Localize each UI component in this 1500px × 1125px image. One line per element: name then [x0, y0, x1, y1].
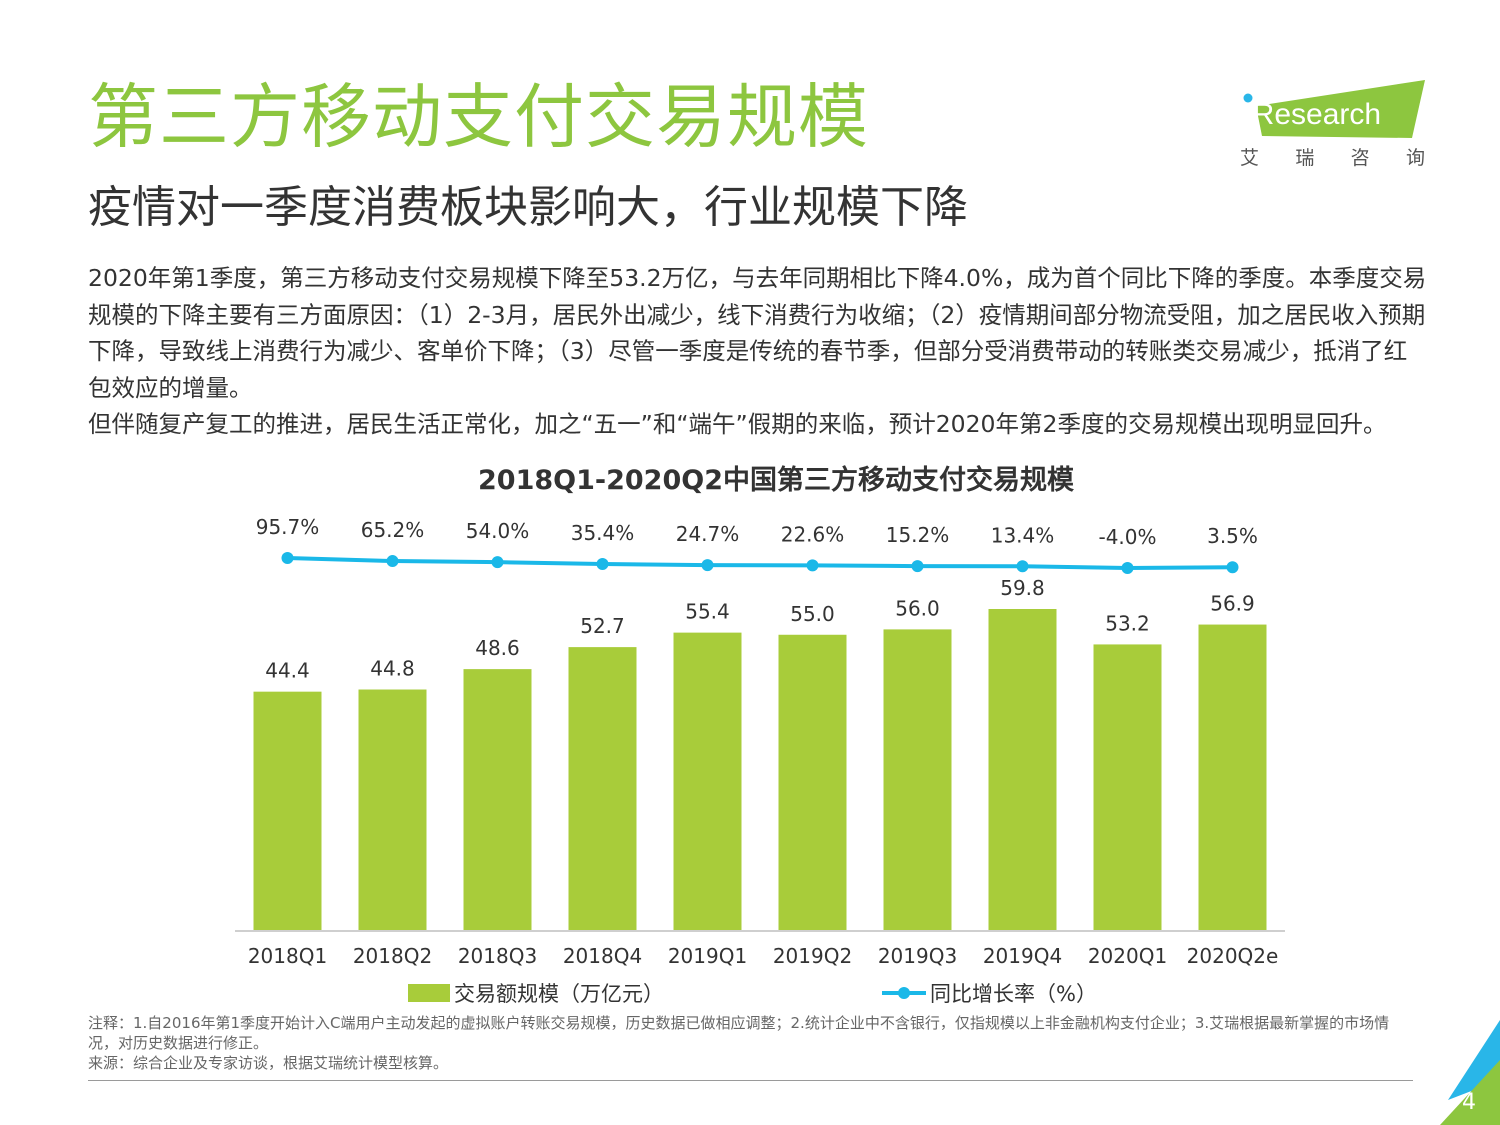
- corner-green-shape: [1440, 1060, 1500, 1125]
- growth-point-2019Q1: [701, 559, 714, 572]
- iresearch-logo: iResearch 艾 瑞 咨 询: [1240, 80, 1425, 169]
- growth-value-label: 35.4%: [571, 521, 635, 545]
- growth-value-label: -4.0%: [1098, 525, 1156, 549]
- growth-value-label: 65.2%: [361, 518, 425, 542]
- bar-value-label: 44.8: [370, 657, 415, 681]
- paragraph-2: 但伴随复产复工的推进，居民生活正常化，加之“五一”和“端午”假期的来临，预计20…: [88, 410, 1387, 438]
- growth-value-label: 15.2%: [886, 523, 950, 547]
- growth-point-2018Q2: [386, 555, 399, 568]
- growth-point-2020Q2e: [1226, 561, 1239, 574]
- chart-title: 2018Q1-2020Q2中国第三方移动支付交易规模: [478, 465, 1074, 496]
- growth-point-2018Q1: [281, 552, 294, 564]
- bar-2020Q1: [1093, 644, 1162, 930]
- growth-value-label: 54.0%: [466, 519, 530, 543]
- footnote-text: 注释：1.自2016年第1季度开始计入C端用户主动发起的虚拟账户转账交易规模，历…: [88, 1014, 1390, 1052]
- x-tick-label: 2020Q1: [1088, 944, 1167, 968]
- bar-value-label: 53.2: [1105, 611, 1150, 635]
- growth-value-label: 24.7%: [676, 522, 740, 546]
- growth-rate-line: [287, 556, 1233, 571]
- bar-2019Q4: [988, 609, 1057, 930]
- bar-2019Q3: [883, 629, 952, 930]
- bar-2018Q3: [463, 669, 532, 930]
- growth-point-2019Q3: [911, 560, 924, 573]
- x-tick-label: 2020Q2e: [1187, 944, 1279, 968]
- x-tick-label: 2019Q4: [983, 944, 1062, 968]
- x-tick-label: 2019Q3: [878, 944, 957, 968]
- bar-2020Q2e: [1198, 624, 1267, 930]
- bar-value-label: 56.9: [1210, 592, 1255, 616]
- growth-value-label: 13.4%: [991, 523, 1055, 547]
- legend-bar-label: 交易额规模（万亿元）: [454, 982, 664, 1006]
- corner-decoration: [1440, 1020, 1500, 1125]
- footnote-block: 注释：1.自2016年第1季度开始计入C端用户主动发起的虚拟账户转账交易规模，历…: [88, 1013, 1418, 1073]
- growth-point-2019Q2: [806, 559, 819, 572]
- paragraph-1: 2020年第1季度，第三方移动支付交易规模下降至53.2万亿，与去年同期相比下降…: [88, 264, 1427, 402]
- logo-brand-text: iResearch: [1246, 98, 1381, 131]
- growth-point-2019Q4: [1016, 560, 1029, 573]
- x-tick-label: 2019Q2: [773, 944, 852, 968]
- source-text: 来源：综合企业及专家访谈，根据艾瑞统计模型核算。: [88, 1054, 449, 1072]
- legend-line-label: 同比增长率（%）: [930, 982, 1097, 1006]
- growth-value-label: 22.6%: [781, 522, 845, 546]
- growth-point-2020Q1: [1121, 562, 1134, 574]
- page-subtitle: 疫情对一季度消费板块影响大，行业规模下降: [88, 182, 968, 233]
- logo-banner: [1256, 80, 1425, 138]
- x-tick-label: 2018Q1: [248, 944, 327, 968]
- bar-value-label: 55.4: [685, 600, 730, 624]
- bar-value-label: 59.8: [1000, 576, 1045, 600]
- bottom-divider: [88, 1080, 1413, 1081]
- bar-value-label: 48.6: [475, 636, 520, 660]
- page-number: 4: [1462, 1090, 1476, 1115]
- legend-bar-swatch: [408, 984, 450, 1002]
- bar-2019Q1: [673, 632, 742, 930]
- growth-value-label: 95.7%: [256, 515, 320, 539]
- x-tick-label: 2018Q3: [458, 944, 537, 968]
- x-tick-label: 2018Q2: [353, 944, 432, 968]
- bar-value-label: 52.7: [580, 614, 625, 638]
- growth-point-2018Q4: [596, 558, 609, 571]
- bar-2018Q1: [253, 691, 322, 930]
- legend-line-marker: [898, 987, 910, 999]
- growth-point-2018Q3: [491, 556, 504, 569]
- growth-value-label: 3.5%: [1207, 524, 1258, 548]
- page-title: 第三方移动支付交易规模: [88, 76, 869, 158]
- bar-2019Q2: [778, 634, 847, 930]
- bar-value-label: 44.4: [265, 659, 310, 683]
- body-text: 2020年第1季度，第三方移动支付交易规模下降至53.2万亿，与去年同期相比下降…: [88, 260, 1428, 443]
- x-tick-label: 2018Q4: [563, 944, 642, 968]
- bar-2018Q2: [358, 689, 427, 930]
- x-tick-label: 2019Q1: [668, 944, 747, 968]
- logo-dot: [1243, 93, 1253, 103]
- bar-2018Q4: [568, 647, 637, 930]
- bar-value-label: 56.0: [895, 596, 940, 620]
- bar-value-label: 55.0: [790, 602, 835, 626]
